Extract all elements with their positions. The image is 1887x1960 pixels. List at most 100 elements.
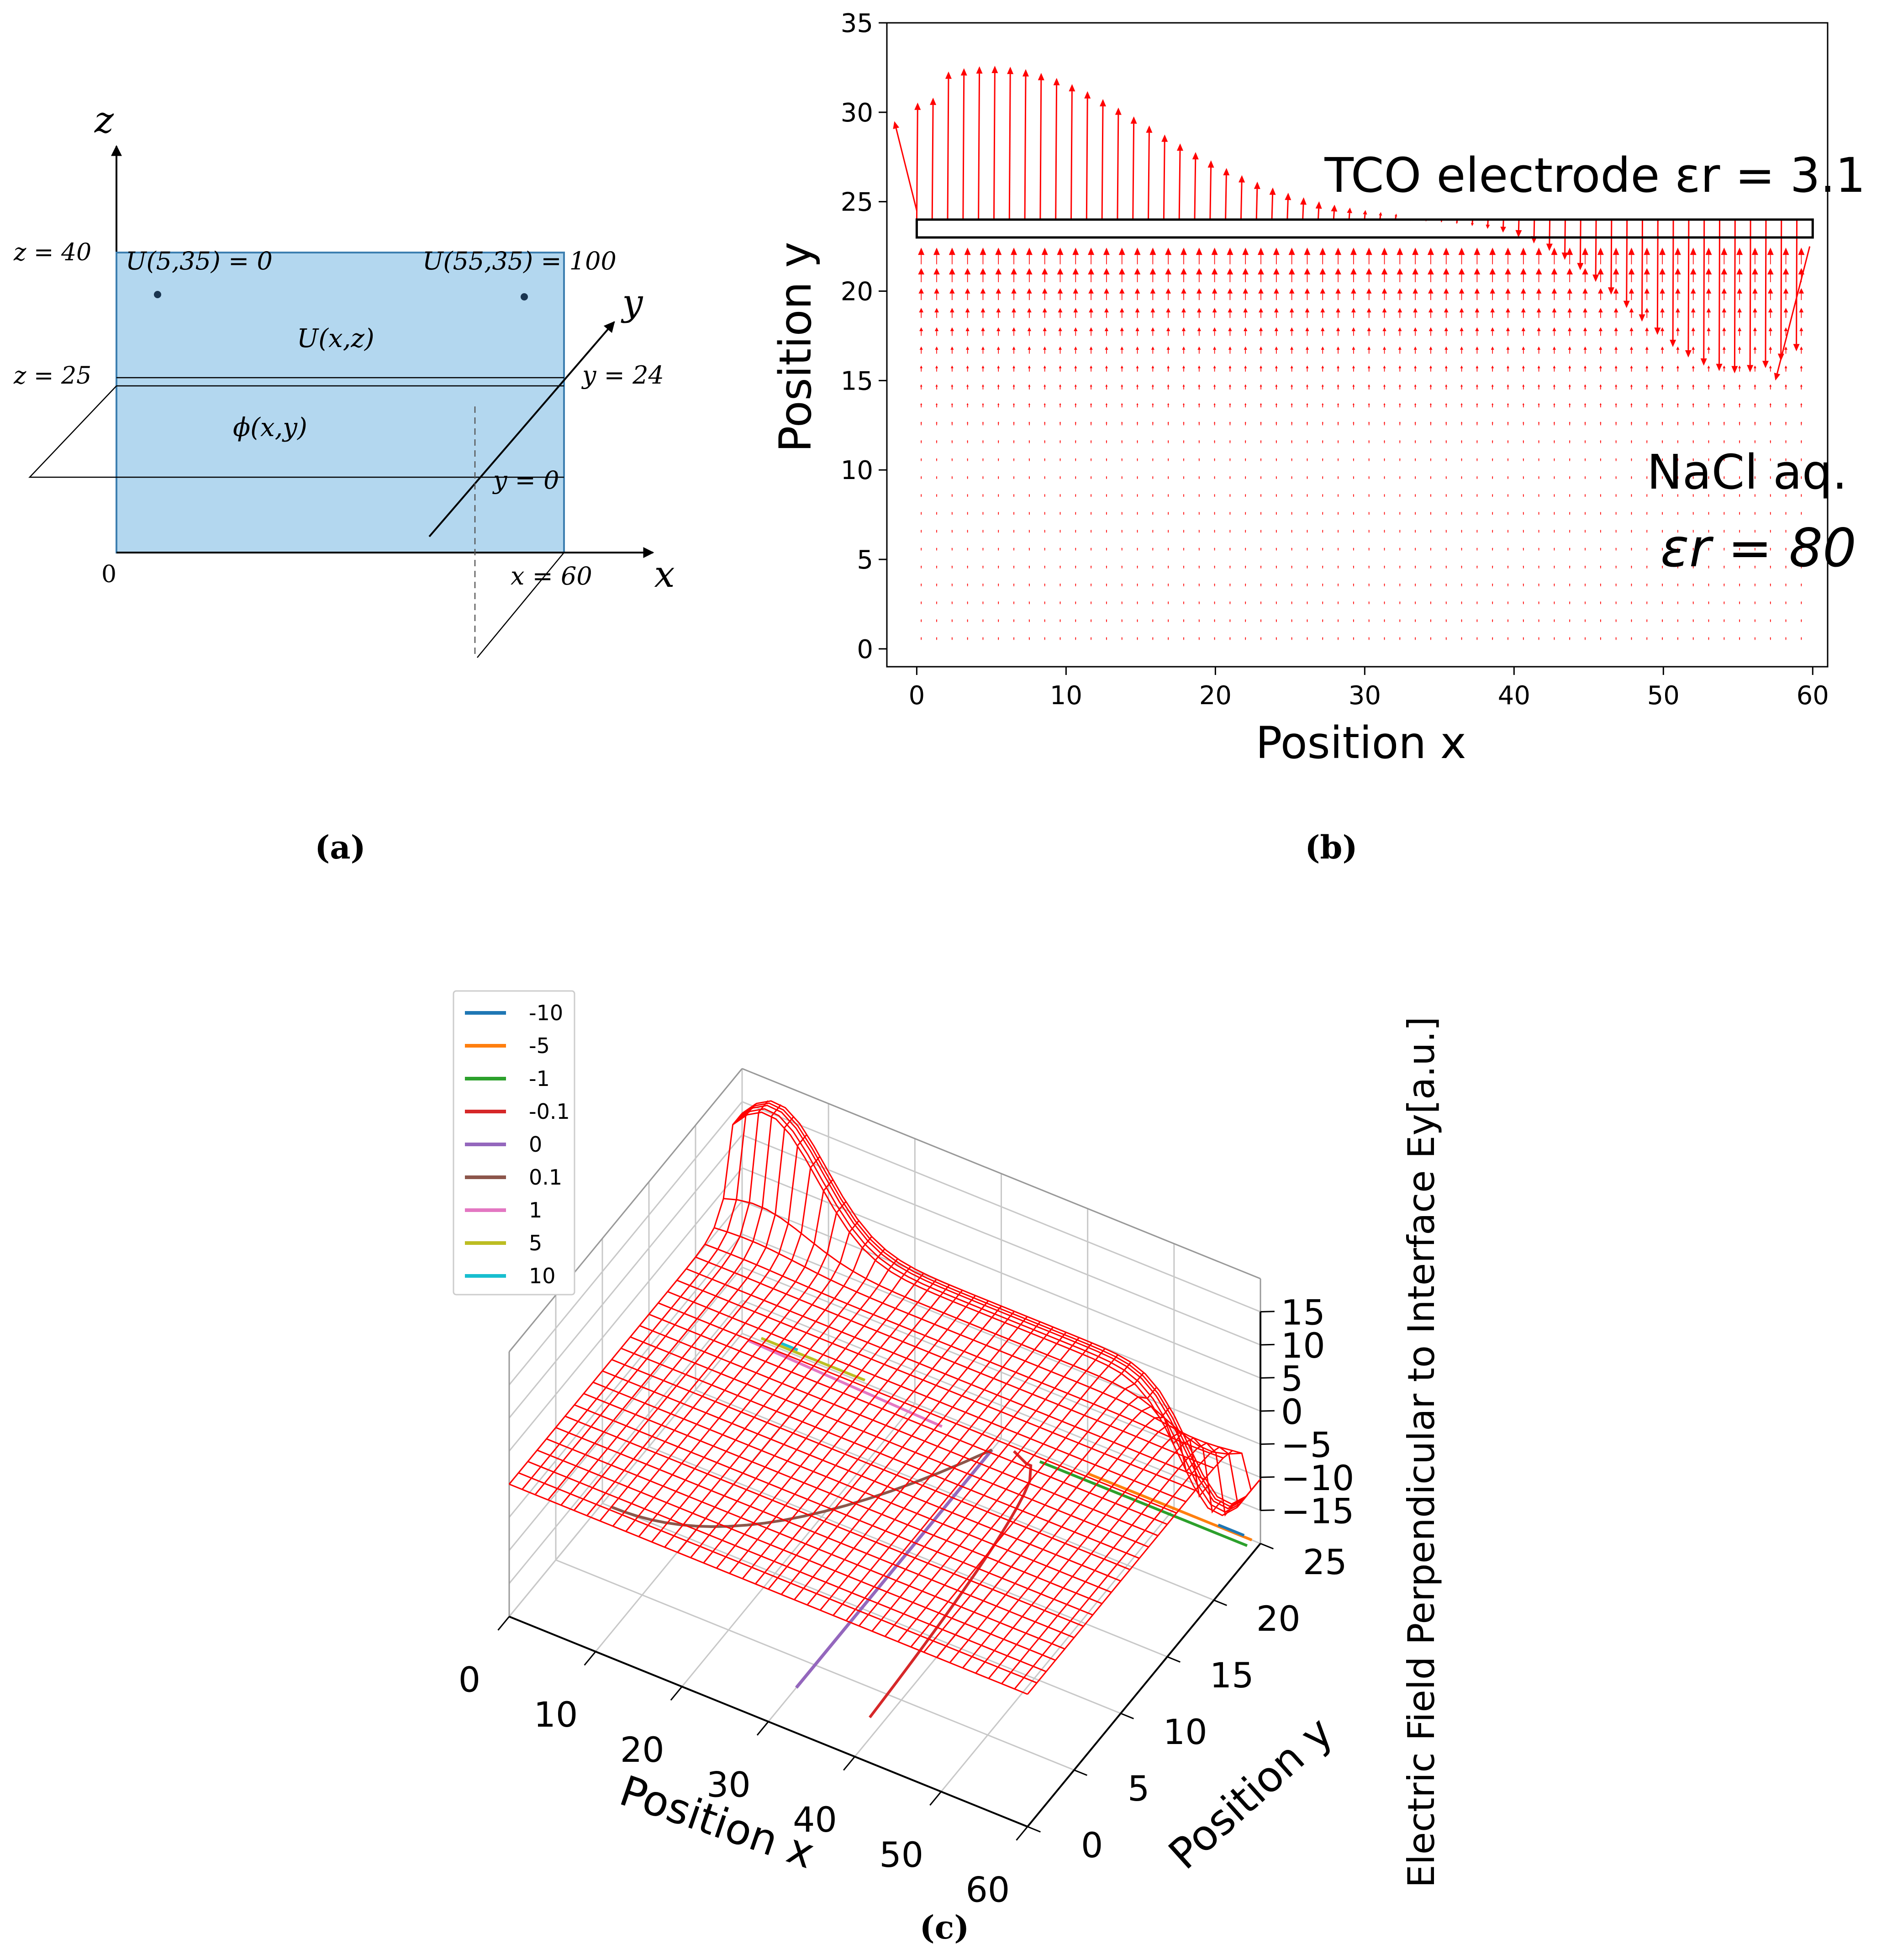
b-arrow-head (1708, 476, 1709, 478)
b-arrow-head (1754, 494, 1756, 495)
b-arrow-head (1492, 565, 1493, 567)
b-arrow-head (1597, 248, 1604, 255)
b-arrow-head (1461, 476, 1462, 478)
b-arrow-head (997, 476, 999, 478)
c-axis-line (1027, 1543, 1261, 1828)
b-arrow-head (1183, 601, 1185, 603)
b-arrow-head (1365, 248, 1372, 255)
b-arrow-head (1412, 248, 1419, 255)
b-arrow-head (1474, 288, 1480, 294)
b-arrow-head (1613, 248, 1619, 255)
b-arrow-head (1692, 511, 1694, 513)
b-arrow-head (1090, 601, 1092, 603)
b-arrow-head (1198, 601, 1200, 603)
b-arrow-head (1505, 268, 1511, 274)
c-surface-line (690, 1273, 924, 1558)
b-arrow-head (1041, 248, 1048, 255)
c-surface-line (780, 1311, 1015, 1595)
b-arrow-head (1337, 422, 1339, 423)
b-arrow-head (1546, 243, 1553, 251)
b-arrow-head (1535, 268, 1542, 274)
b-arrow-head (1754, 583, 1756, 585)
b-arrow (1101, 106, 1104, 220)
b-arrow (1286, 200, 1289, 220)
c-surface-line (754, 1300, 989, 1585)
b-arrow-head (1799, 308, 1804, 313)
b-arrow-head (1347, 207, 1352, 213)
b-arrow-head (1646, 547, 1648, 549)
b-arrow-head (1537, 327, 1541, 332)
b-arrow-head (1476, 583, 1478, 585)
b-arrow-head (1800, 422, 1803, 423)
c-surface-line (625, 1220, 859, 1532)
b-arrow-head (1307, 476, 1308, 478)
b-arrow-head (1521, 327, 1525, 332)
b-arrow-head (1538, 637, 1540, 638)
b-arrow-head (1723, 403, 1725, 405)
b-arrow-head (1500, 227, 1506, 233)
b-arrow-head (1598, 288, 1603, 294)
b-arrow-head (1307, 637, 1308, 638)
b-arrow-head (1785, 494, 1787, 495)
b-arrow-head (1012, 365, 1016, 369)
b-arrow-head (1429, 365, 1432, 369)
b-arrow-head (1399, 529, 1401, 531)
b-arrow-head (1059, 529, 1061, 531)
b-arrow-head (920, 529, 922, 531)
b-arrow-head (1229, 583, 1231, 585)
b-arrow-head (1166, 346, 1170, 350)
b-arrow-head (1644, 268, 1650, 274)
b-arrow-head (1183, 565, 1185, 567)
b-arrow-head (1414, 365, 1417, 369)
b-arrow-head (1260, 365, 1262, 369)
b-arrow-head (1630, 403, 1633, 405)
b-arrow-head (1182, 384, 1185, 387)
c-ztick (1260, 1509, 1275, 1511)
b-arrow-head (1103, 268, 1110, 274)
b-arrow (1718, 219, 1721, 364)
b-arrow-head (1137, 619, 1138, 621)
b-arrow-head (1260, 637, 1262, 638)
b-arrow-head (1770, 583, 1771, 585)
c-line-neg0.1 (869, 1450, 1033, 1718)
b-arrow-head (1104, 308, 1109, 313)
b-arrow-head (1213, 403, 1216, 405)
b-arrow-head (1615, 403, 1617, 405)
b-arrow-head (1229, 403, 1231, 405)
b-arrow-head (1180, 248, 1187, 255)
c-xtick (584, 1651, 596, 1666)
c-ztick-label: 5 (1281, 1359, 1303, 1399)
b-arrow-head (950, 327, 954, 332)
b-arrow-head (1799, 327, 1803, 332)
b-arrow-head (1305, 346, 1309, 350)
b-arrow-head (1137, 547, 1138, 549)
b-arrow-head (1198, 565, 1200, 567)
b-arrow-head (1475, 308, 1480, 313)
b-arrow-head (1430, 619, 1432, 621)
a-z-label: z (94, 99, 114, 141)
b-arrow-head (982, 422, 984, 423)
b-arrow-head (1584, 529, 1586, 531)
b-arrow-head (1461, 583, 1462, 585)
b-arrow-head (1106, 637, 1107, 638)
b-arrow-head (1677, 637, 1679, 638)
b-arrow-head (1721, 268, 1728, 274)
b-arrow-head (1276, 529, 1277, 531)
b-arrow-head (1167, 619, 1169, 621)
b-arrow-head (1630, 384, 1633, 387)
b-arrow-head (982, 583, 984, 585)
b-arrow-head (995, 248, 1002, 255)
b-arrow-head (1430, 601, 1432, 603)
b-arrow-head (1118, 248, 1125, 255)
b-arrow-head (1288, 268, 1295, 274)
b-arrow-head (1785, 565, 1787, 567)
b-arrow-head (1754, 422, 1756, 423)
b-arrow-head (920, 511, 922, 513)
b-arrow-head (965, 288, 970, 294)
b-arrow-head (1569, 547, 1571, 549)
b-arrow-head (1739, 565, 1740, 567)
b-arrow-head (1520, 268, 1527, 274)
b-arrow-head (997, 619, 999, 621)
b-arrow-head (1675, 288, 1681, 294)
b-arrow-head (1183, 529, 1185, 531)
